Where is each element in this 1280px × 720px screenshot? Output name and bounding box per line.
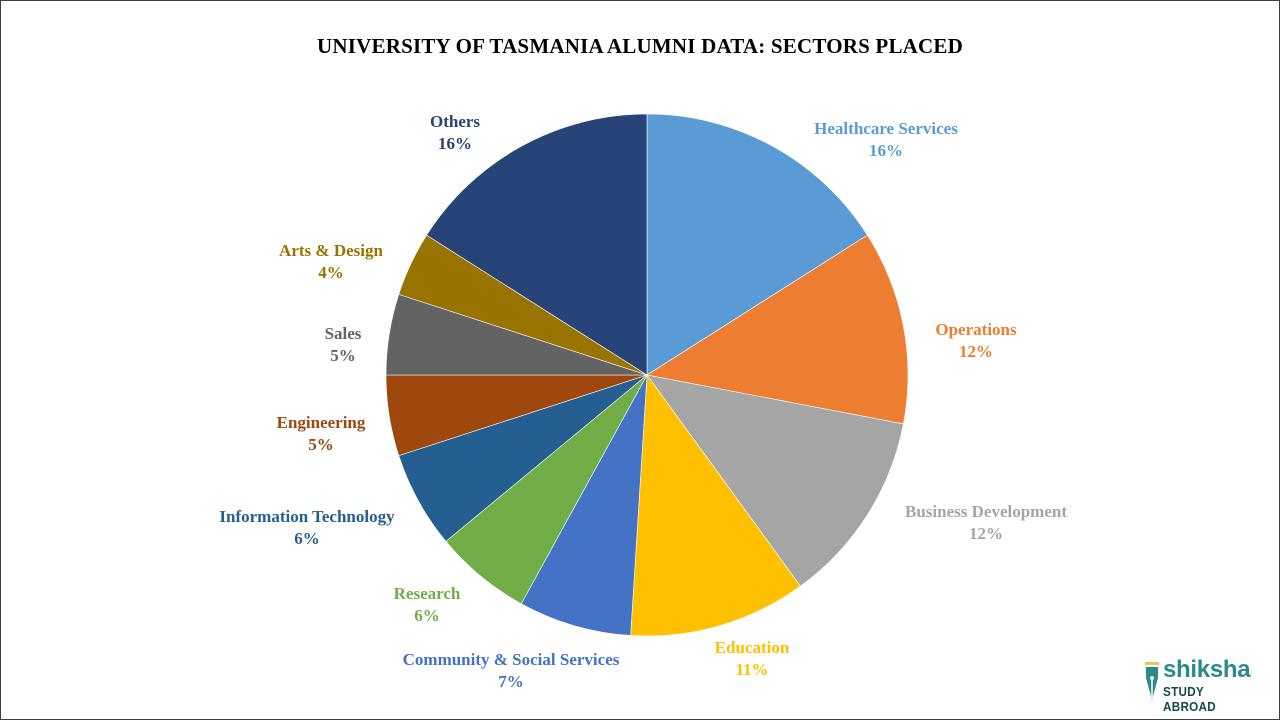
data-label-percent: 11% — [735, 660, 769, 679]
data-label-percent: 5% — [308, 435, 334, 454]
data-label-engineering: Engineering 5% — [277, 412, 366, 456]
data-label-community-social-services: Community & Social Services 7% — [403, 649, 620, 693]
data-label-arts-design: Arts & Design 4% — [279, 240, 383, 284]
pie-slice-others — [426, 113, 648, 376]
data-label-name: Arts & Design — [279, 241, 383, 260]
pie-slice-healthcare-services — [646, 113, 868, 376]
data-label-percent: 12% — [968, 524, 1003, 543]
data-label-percent: 12% — [958, 342, 993, 361]
data-label-name: Community & Social Services — [402, 650, 620, 669]
logo-brand: shiksha — [1163, 656, 1251, 683]
data-label-percent: 16% — [868, 141, 903, 160]
pie-slice-education — [630, 374, 801, 637]
data-label-name: Research — [393, 584, 461, 603]
pie-slice-community-social-services — [520, 374, 648, 636]
data-label-percent: 7% — [498, 672, 524, 691]
data-label-name: Education — [714, 638, 790, 657]
data-label-name: Healthcare Services — [814, 119, 958, 138]
data-label-percent: 4% — [318, 263, 344, 282]
data-label-percent: 5% — [330, 346, 356, 365]
data-label-business-development: Business Development 12% — [905, 501, 1067, 545]
shiksha-logo: shiksha STUDY ABROAD — [1143, 656, 1268, 714]
data-label-percent: 6% — [414, 606, 440, 625]
data-label-name: Engineering — [276, 413, 366, 432]
data-label-operations: Operations 12% — [935, 319, 1016, 363]
data-label-name: Others — [429, 112, 481, 131]
data-label-healthcare-services: Healthcare Services 16% — [814, 118, 958, 162]
data-label-name: Operations — [935, 320, 1017, 339]
data-label-percent: 16% — [437, 134, 472, 153]
data-label-others: Others 16% — [430, 111, 480, 155]
data-label-research: Research 6% — [394, 583, 461, 627]
data-label-education: Education 11% — [715, 637, 790, 681]
pen-nib-icon — [1145, 662, 1159, 700]
data-label-name: Information Technology — [219, 507, 395, 526]
chart-title: UNIVERSITY OF TASMANIA ALUMNI DATA: SECT… — [317, 34, 963, 58]
data-label-sales: Sales 5% — [325, 323, 362, 367]
data-label-name: Business Development — [905, 502, 1067, 521]
pie-slice-business-development — [646, 374, 904, 587]
data-label-information-technology: Information Technology 6% — [219, 506, 394, 550]
logo-tagline: STUDY ABROAD — [1163, 684, 1216, 714]
data-label-percent: 6% — [294, 529, 320, 548]
pie-slice-operations — [646, 234, 909, 425]
data-label-name: Sales — [324, 324, 362, 343]
